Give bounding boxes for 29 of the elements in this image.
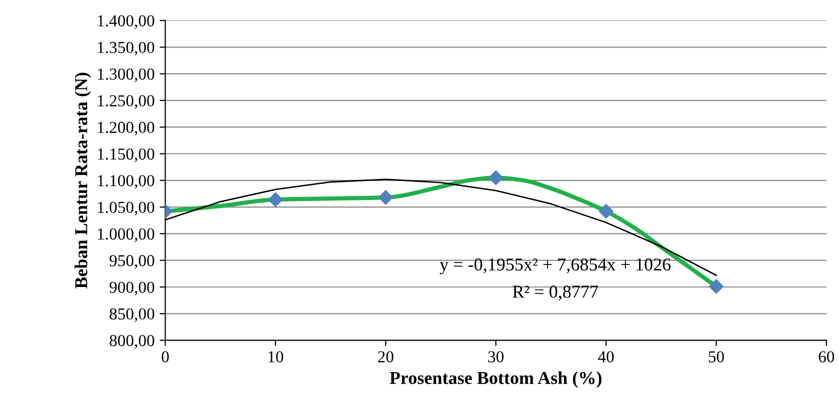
point — [488, 170, 504, 186]
x-tick-label: 0 — [162, 351, 169, 362]
y-tick-label: 1.200,00 — [98, 122, 154, 136]
y-tick-label: 1.000,00 — [98, 228, 154, 242]
y-tick-label: 1.100,00 — [98, 175, 154, 189]
y-tick-label: 1.300,00 — [98, 68, 154, 82]
y-tick-label: 1.250,00 — [98, 95, 154, 109]
y-tick-label: 1.350,00 — [98, 42, 154, 56]
x-tick-label: 60 — [818, 351, 834, 362]
x-tick-label: 40 — [598, 351, 614, 362]
y-tick-label: 850,00 — [110, 308, 154, 322]
x-tick-label: 10 — [268, 351, 284, 362]
annotation: R² = 0,8777 — [512, 286, 598, 300]
x-tick-label: 50 — [708, 351, 724, 362]
y-tick-label: 1.150,00 — [98, 148, 154, 162]
y-tick-label: 950,00 — [110, 255, 154, 269]
y-tick-label: 800,00 — [110, 335, 154, 349]
y-axis-title: Beban Lentur Rata-rata (N) — [74, 72, 91, 289]
point — [708, 279, 724, 294]
x-tick-label: 20 — [378, 351, 394, 362]
point — [598, 204, 614, 219]
x-axis-title: Prosentase Bottom Ash (%) — [390, 371, 602, 388]
point — [378, 190, 393, 205]
y-tick-label: 1.050,00 — [98, 202, 154, 216]
x-tick-label: 30 — [488, 351, 504, 362]
annotation: y = -0,1955x² + 7,6854x + 1026 — [440, 258, 671, 274]
y-tick-label: 1.400,00 — [98, 15, 154, 29]
point — [268, 192, 283, 207]
y-tick-label: 900,00 — [110, 282, 154, 296]
